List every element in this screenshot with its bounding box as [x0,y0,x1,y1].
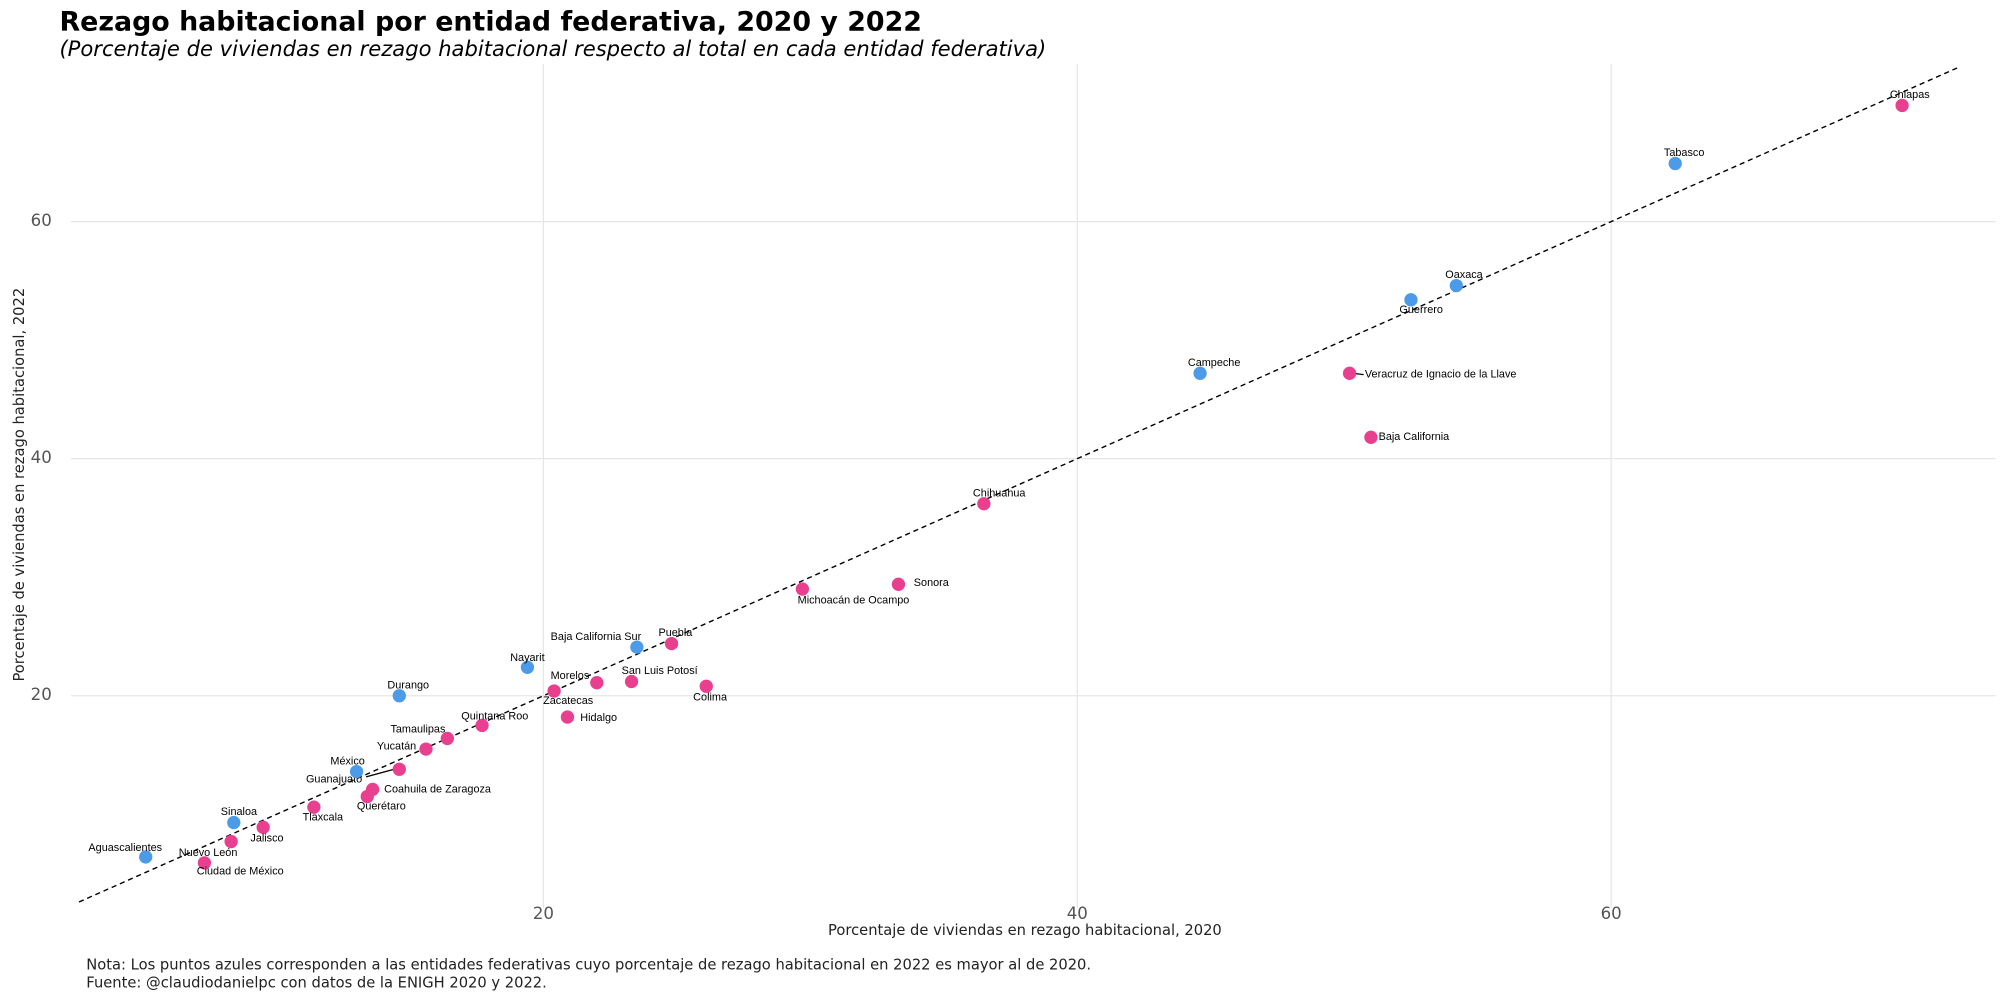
point-label: Durango [387,679,429,691]
point-label: Morelos [551,670,590,682]
point [699,679,713,693]
point-label: Campeche [1188,357,1241,369]
point [590,676,604,690]
point-label: Zacatecas [543,695,594,707]
point-label: México [330,755,364,767]
point-label: Baja California [1379,431,1451,443]
chart-title: Rezago habitacional por entidad federati… [59,7,921,38]
point [360,789,374,804]
point [224,834,238,849]
point-label: Guanajuato [306,773,362,785]
point [891,577,906,591]
point-label: Puebla [658,627,693,639]
point [419,742,433,756]
point [139,850,153,864]
point [977,497,991,511]
point-label: Sonora [914,577,950,589]
source: Fuente: @claudiodanielpc con datos de la… [86,974,547,991]
point [1449,278,1463,293]
point [560,710,575,724]
point-label: Veracruz de Ignacio de la Llave [1365,368,1517,380]
point [197,856,212,870]
point [256,820,270,834]
point [630,640,644,654]
point [1364,430,1378,444]
point-label: Quintana Roo [461,710,528,722]
point [520,660,535,674]
point [1895,98,1909,113]
point-label: Querétaro [357,801,406,813]
point-label: San Luis Potosí [622,665,698,677]
point-label: Chiapas [1890,89,1930,101]
leader-line [365,768,395,778]
point [1404,293,1418,307]
point [307,800,321,814]
point-label: Hidalgo [580,712,617,724]
point-label: Jalisco [250,833,283,845]
point [664,636,679,651]
point [1193,366,1207,380]
point [349,764,364,779]
point [547,684,561,698]
point [227,815,241,830]
point-label: Coahuila de Zaragoza [384,783,492,795]
point-label: Tabasco [1664,147,1704,159]
point-label: Colima [693,692,728,704]
point-label: Oaxaca [1445,269,1483,281]
point-label: Guerrero [1399,304,1442,316]
point-label: Nayarit [510,652,544,664]
x-axis-title: Porcentaje de viviendas en rezago habita… [828,922,1222,939]
point [392,762,406,776]
point-label: Ciudad de México [197,866,284,878]
point-label: Yucatán [377,740,416,752]
point [1668,156,1682,171]
y-tick-label: 60 [31,211,52,230]
point-label: Nuevo León [179,847,238,859]
point-label: Michoacán de Ocampo [798,594,910,606]
y-axis-title: Porcentaje de viviendas en rezago habita… [11,288,28,682]
note: Nota: Los puntos azules corresponden a l… [86,956,1091,973]
point [392,689,406,703]
point-label: Tlaxcala [303,811,344,823]
point-label: Aguascalientes [88,842,162,854]
x-tick-label: 60 [1601,904,1622,923]
point-label: Baja California Sur [551,631,642,643]
x-tick-label: 20 [533,904,554,923]
chart-subtitle: (Porcentaje de viviendas en rezago habit… [59,36,1046,61]
point [440,731,454,746]
x-tick-label: 40 [1067,904,1088,923]
identity-line [78,66,1959,903]
point-label: Chihuahua [973,487,1026,499]
point [1342,366,1357,380]
y-tick-label: 20 [31,685,52,704]
point-label: Tamaulipas [390,723,445,735]
point-label: Sinaloa [221,806,258,818]
y-tick-label: 40 [31,448,52,467]
point [475,718,489,733]
point [624,674,639,689]
point [795,582,810,596]
